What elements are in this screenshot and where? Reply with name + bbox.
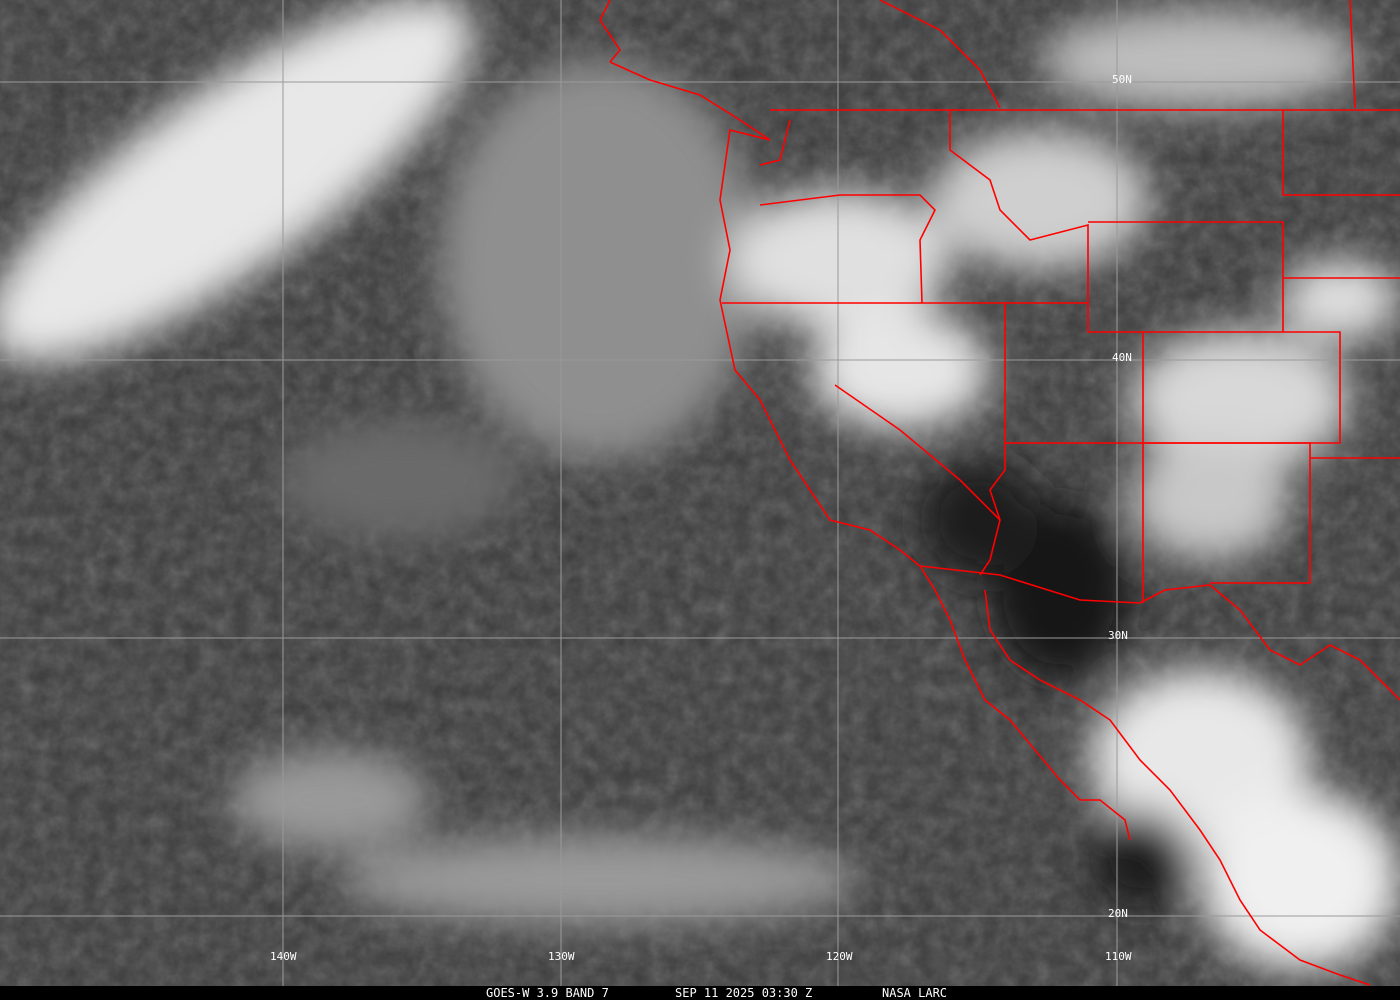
lat-label-40n: 40N	[1112, 351, 1132, 364]
lat-label-20n: 20N	[1108, 907, 1128, 920]
mexico-border	[919, 565, 1400, 701]
lon-label-110w: 110W	[1105, 950, 1132, 963]
mainland-mexico-coast	[984, 589, 1371, 986]
lat-label-50n: 50N	[1112, 73, 1132, 86]
lat-label-30n: 30N	[1108, 629, 1128, 642]
state-lines	[759, 194, 936, 304]
satellite-band-label: GOES-W 3.9 BAND 7	[486, 986, 609, 1000]
caption-bar: GOES-W 3.9 BAND 7 SEP 11 2025 03:30 Z NA…	[0, 986, 1400, 1000]
lon-label-140w: 140W	[270, 950, 297, 963]
lon-label-120w: 120W	[826, 950, 853, 963]
source-label: NASA LARC	[882, 986, 948, 1000]
political-borders	[599, 0, 1400, 986]
coastline	[609, 61, 1131, 841]
datetime-label: SEP 11 2025 03:30 Z	[675, 986, 813, 1000]
lon-label-130w: 130W	[548, 950, 575, 963]
